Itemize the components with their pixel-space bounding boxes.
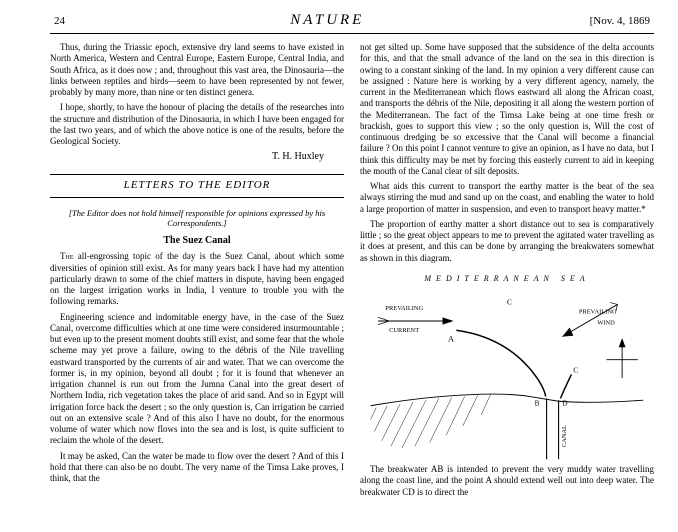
label-current-1: PREVAILING: [385, 305, 423, 312]
label-c2: C: [573, 365, 578, 374]
wind-arrow: PREVAILING WIND: [562, 302, 617, 336]
label-wind-1: PREVAILING: [579, 308, 617, 315]
para: The breakwater AB is intended to prevent…: [360, 464, 654, 498]
para: It may be asked, Can the water be made t…: [50, 451, 344, 485]
header-rule: [50, 33, 654, 34]
breakwater-ab: [456, 330, 545, 396]
author-signature: T. H. Huxley: [50, 151, 324, 164]
para: The all-engrossing topic of the day is t…: [50, 251, 344, 307]
para: Engineering science and indomitable ener…: [50, 312, 344, 447]
journal-title: NATURE: [290, 12, 364, 29]
page-number: 24: [54, 15, 65, 27]
para: Thus, during the Triassic epoch, extensi…: [50, 42, 344, 98]
breakwater-cd: [560, 374, 571, 398]
label-current-2: CURRENT: [389, 327, 419, 334]
para: not get silted up. Some have supposed th…: [360, 42, 654, 177]
para: What aids this current to transport the …: [360, 181, 654, 215]
compass-icon: [606, 339, 637, 378]
para: The proportion of earthy matter a short …: [360, 219, 654, 264]
article-title: The Suez Canal: [50, 235, 344, 248]
label-d: D: [562, 398, 568, 407]
running-header: 24 NATURE [Nov. 4, 1869: [50, 12, 654, 31]
label-c: C: [507, 297, 512, 306]
label-a: A: [448, 334, 454, 343]
lead-word: The: [60, 251, 74, 261]
section-heading: LETTERS TO THE EDITOR: [50, 174, 344, 198]
para: I hope, shortly, to have the honour of p…: [50, 102, 344, 147]
breakwater-diagram: PREVAILING CURRENT PREVAILING WIND: [360, 286, 654, 461]
para-text: all-engrossing topic of the day is the S…: [50, 251, 344, 306]
current-arrow: PREVAILING CURRENT: [378, 305, 454, 334]
right-column: not get silted up. Some have supposed th…: [360, 42, 654, 502]
editor-note: [The Editor does not hold himself respon…: [50, 208, 344, 229]
diagram-caption: MEDITERRANEAN SEA: [360, 274, 654, 284]
label-canal: CANAL: [561, 425, 568, 447]
left-column: Thus, during the Triassic epoch, extensi…: [50, 42, 344, 502]
label-wind-2: WIND: [597, 319, 615, 326]
issue-date: [Nov. 4, 1869: [590, 15, 650, 27]
journal-page: 24 NATURE [Nov. 4, 1869 Thus, during the…: [0, 0, 678, 532]
label-b: B: [535, 398, 540, 407]
columns: Thus, during the Triassic epoch, extensi…: [50, 42, 654, 502]
coastline: [371, 394, 644, 406]
